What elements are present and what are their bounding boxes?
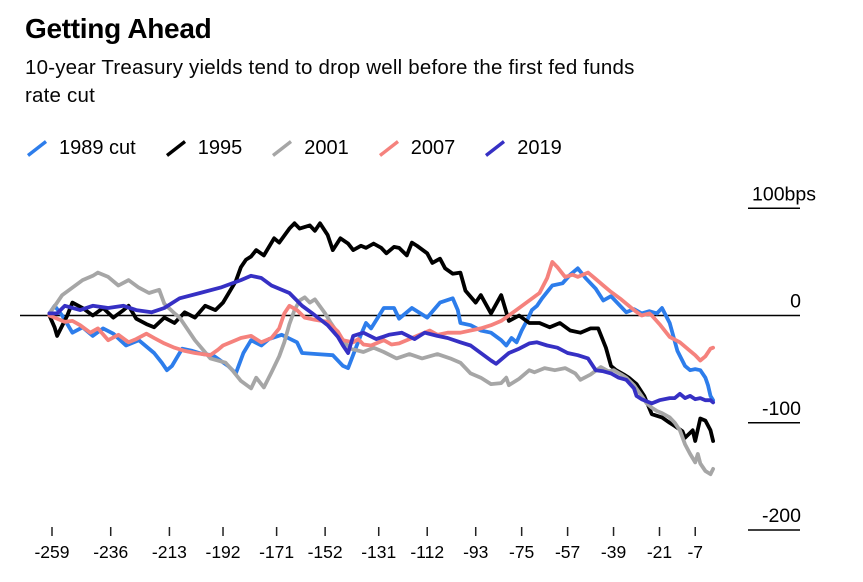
x-axis-label: -112 — [410, 542, 444, 562]
series-line-1995 — [47, 221, 715, 443]
legend-swatch-line — [378, 140, 399, 157]
legend-swatch-icon — [378, 140, 399, 157]
legend-swatch-line — [26, 140, 48, 157]
legend-item-2019: 2019 — [483, 137, 562, 160]
legend-label: 1989 cut — [59, 137, 136, 159]
x-axis-label: -213 — [152, 542, 187, 562]
legend-swatch-icon — [26, 140, 48, 157]
chart-title: Getting Ahead — [25, 13, 212, 44]
chart-header: Getting Ahead 10-year Treasury yields te… — [25, 12, 845, 110]
x-axis-label: -259 — [34, 542, 69, 562]
chart-subtitle-line2: rate cut — [25, 84, 95, 107]
x-axis-label: -93 — [463, 542, 488, 562]
series-line-2007 — [47, 260, 715, 363]
x-axis-label: -57 — [555, 542, 580, 562]
legend-swatch-line — [272, 140, 293, 157]
legend-swatch-line — [165, 140, 186, 157]
y-axis-label: 0 — [790, 291, 801, 313]
legend-label: 2019 — [517, 137, 562, 159]
legend-item-2001: 2001 — [270, 137, 349, 160]
chart-area: 100bps 0 -100 -200 -259 -236 -213 -192 -171 -152-… — [0, 165, 863, 582]
x-axis-label: -236 — [93, 542, 128, 562]
x-axis-label: -171 — [259, 542, 294, 562]
legend-swatch-line — [485, 140, 506, 157]
y-axis-label: 100bps — [752, 183, 816, 205]
legend-label: 2007 — [410, 137, 456, 159]
y-axis-label: -100 — [762, 398, 801, 420]
legend-item-2007: 2007 — [377, 137, 456, 160]
legend-swatch-icon — [485, 140, 506, 157]
legend-swatch-icon — [272, 140, 293, 157]
legend-item-1995: 1995 — [164, 137, 243, 160]
y-axis-label: -200 — [762, 505, 801, 527]
legend-item-1989-cut: 1989 cut — [25, 137, 136, 160]
x-axis-label: -131 — [361, 542, 396, 562]
chart-legend: 1989 cut 1995 2001 2007 2019 — [25, 137, 562, 160]
chart-subtitle: 10-year Treasury yields tend to drop wel… — [25, 54, 845, 110]
chart-subtitle-line1: 10-year Treasury yields tend to drop wel… — [25, 56, 635, 79]
x-axis-label: -21 — [647, 542, 672, 562]
x-axis-label: -39 — [601, 542, 626, 562]
x-axis-label: -7 — [687, 542, 703, 562]
x-axis-label: -192 — [206, 542, 241, 562]
series-line-2019 — [47, 273, 715, 406]
legend-swatch-icon — [165, 140, 186, 157]
legend-label: 2001 — [304, 137, 349, 159]
legend-label: 1995 — [197, 137, 243, 159]
series-line-2001 — [47, 270, 715, 477]
x-axis-label: -75 — [509, 542, 534, 562]
x-axis-label: -152 — [308, 542, 343, 562]
